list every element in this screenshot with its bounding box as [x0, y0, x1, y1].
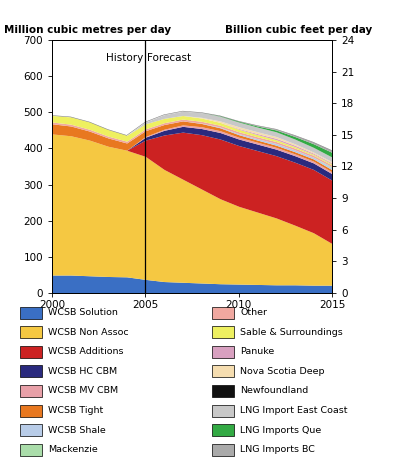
FancyBboxPatch shape — [212, 405, 234, 416]
FancyBboxPatch shape — [20, 326, 42, 338]
Text: Nova Scotia Deep: Nova Scotia Deep — [240, 367, 324, 376]
FancyBboxPatch shape — [212, 346, 234, 358]
Text: WCSB Additions: WCSB Additions — [48, 347, 124, 356]
Text: LNG Imports Que: LNG Imports Que — [240, 425, 321, 435]
FancyBboxPatch shape — [20, 405, 42, 416]
FancyBboxPatch shape — [20, 424, 42, 436]
Text: Newfoundland: Newfoundland — [240, 386, 308, 395]
FancyBboxPatch shape — [212, 444, 234, 456]
FancyBboxPatch shape — [20, 385, 42, 397]
Text: Million cubic metres per day: Million cubic metres per day — [4, 25, 171, 35]
Text: LNG Imports BC: LNG Imports BC — [240, 445, 315, 454]
Text: WCSB HC CBM: WCSB HC CBM — [48, 367, 117, 376]
Text: Panuke: Panuke — [240, 347, 274, 356]
Text: Mackenzie: Mackenzie — [48, 445, 98, 454]
Text: WCSB Solution: WCSB Solution — [48, 308, 118, 317]
FancyBboxPatch shape — [212, 307, 234, 318]
FancyBboxPatch shape — [20, 365, 42, 378]
Text: WCSB Tight: WCSB Tight — [48, 406, 103, 415]
FancyBboxPatch shape — [20, 346, 42, 358]
Text: WCSB Non Assoc: WCSB Non Assoc — [48, 328, 129, 337]
Text: Forecast: Forecast — [147, 53, 191, 62]
Text: WCSB Shale: WCSB Shale — [48, 425, 106, 435]
Text: LNG Import East Coast: LNG Import East Coast — [240, 406, 348, 415]
FancyBboxPatch shape — [212, 385, 234, 397]
Text: Sable & Surroundings: Sable & Surroundings — [240, 328, 343, 337]
FancyBboxPatch shape — [20, 307, 42, 318]
FancyBboxPatch shape — [20, 444, 42, 456]
Text: History: History — [106, 53, 144, 62]
FancyBboxPatch shape — [212, 424, 234, 436]
FancyBboxPatch shape — [212, 326, 234, 338]
FancyBboxPatch shape — [212, 365, 234, 378]
Text: WCSB MV CBM: WCSB MV CBM — [48, 386, 118, 395]
Text: Other: Other — [240, 308, 267, 317]
Text: Billion cubic feet per day: Billion cubic feet per day — [225, 25, 372, 35]
